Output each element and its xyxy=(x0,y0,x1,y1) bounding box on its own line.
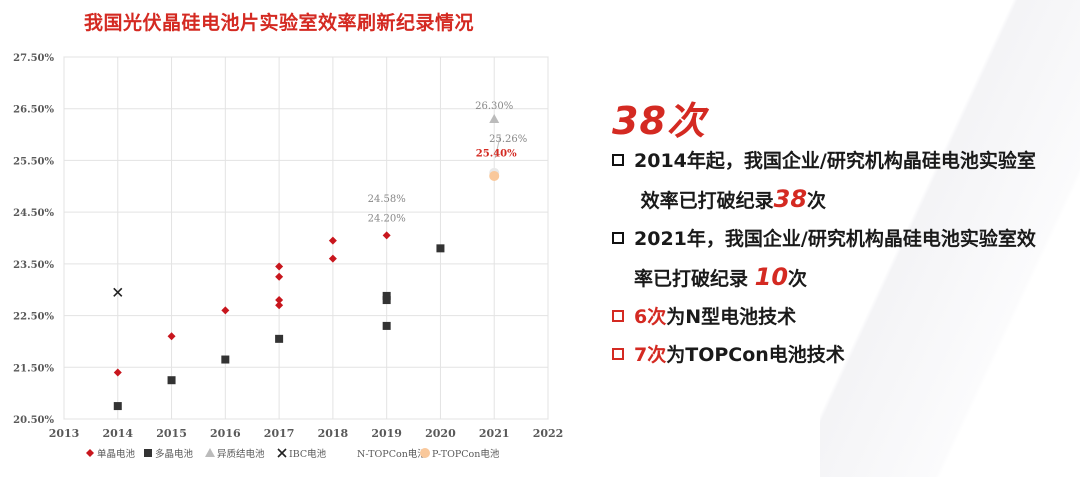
y-tick-label: 25.50% xyxy=(13,156,54,167)
data-label: 25.26% xyxy=(489,134,527,145)
data-label: 26.30% xyxy=(475,101,513,112)
bullet-2021-line2-post: 次 xyxy=(788,268,808,290)
y-tick-label: 27.50% xyxy=(13,53,54,64)
data-point-square xyxy=(167,376,176,385)
data-label: 25.40% xyxy=(476,148,517,159)
y-tick-label: 22.50% xyxy=(13,312,54,323)
summary-bullet-2021: 2021年，我国企业/研究机构晶硅电池实验室效 率已打破纪录 10次 xyxy=(612,220,1072,298)
legend-marker-square xyxy=(144,449,152,457)
checkbox-square-icon xyxy=(612,154,624,166)
data-point-diamond xyxy=(275,296,284,305)
x-tick-label: 2013 xyxy=(49,427,80,440)
data-point-cross xyxy=(113,287,123,297)
legend-label: 单晶电池 xyxy=(97,448,136,460)
y-tick-label: 23.50% xyxy=(13,260,54,271)
data-point-square xyxy=(275,334,284,343)
y-tick-label: 20.50% xyxy=(13,415,54,426)
x-tick-label: 2018 xyxy=(318,427,349,440)
data-point-square xyxy=(113,402,122,411)
legend-label: N-TOPCon电池 xyxy=(357,448,427,460)
data-label: 24.20% xyxy=(368,213,406,224)
data-point-diamond xyxy=(328,236,337,245)
legend-label: P-TOPCon电池 xyxy=(432,448,500,460)
bullet-topcon-text: 为TOPCon电池技术 xyxy=(666,344,845,366)
data-point-square xyxy=(436,244,445,253)
summary-bullet-2014: 2014年起，我国企业/研究机构晶硅电池实验室 效率已打破纪录38次 xyxy=(612,142,1072,220)
data-point-square xyxy=(382,291,391,300)
bullet-2021-highlight-number: 10 xyxy=(754,263,789,291)
legend-label: 多晶电池 xyxy=(155,448,194,460)
x-tick-label: 2015 xyxy=(156,427,187,440)
record-count-headline: 38次 xyxy=(612,99,706,143)
checkbox-square-icon xyxy=(612,348,624,360)
data-point-diamond xyxy=(275,262,284,271)
data-point-diamond xyxy=(221,306,230,315)
x-tick-label: 2022 xyxy=(533,427,564,440)
data-point-square xyxy=(221,355,230,364)
x-tick-label: 2014 xyxy=(102,427,133,440)
bullet-2014-highlight-number: 38 xyxy=(773,185,808,213)
legend-marker-circle xyxy=(420,448,430,458)
data-point-diamond xyxy=(167,332,176,341)
x-tick-label: 2021 xyxy=(479,427,510,440)
data-point-diamond xyxy=(275,301,284,310)
data-point-diamond xyxy=(275,272,284,281)
legend-marker-cross xyxy=(277,448,287,458)
efficiency-scatter-chart: 20.50% 21.50% 22.50% 23.50% 24.50% 25.50% 26.5… xyxy=(13,53,564,460)
y-tick-label: 26.50% xyxy=(13,105,54,116)
legend-marker-triangle xyxy=(205,448,215,457)
data-point-square xyxy=(382,321,391,330)
legend-label: IBC电池 xyxy=(289,448,327,460)
annotation-leader-line xyxy=(494,135,501,158)
summary-bullet-n-type: 6次为N型电池技术 xyxy=(612,298,1072,336)
data-point-triangle xyxy=(489,114,500,124)
bullet-2014-line2-pre: 效率已打破纪录 xyxy=(640,190,774,212)
data-label: 24.58% xyxy=(368,194,406,205)
x-tick-label: 2017 xyxy=(264,427,295,440)
bullet-2021-line2-pre: 率已打破纪录 xyxy=(634,268,755,290)
checkbox-square-icon xyxy=(612,310,624,322)
bullet-2014-line1: 2014年起，我国企业/研究机构晶硅电池实验室 xyxy=(634,150,1036,172)
legend-label: 异质结电池 xyxy=(217,448,265,460)
x-tick-label: 2020 xyxy=(425,427,456,440)
data-point-diamond xyxy=(382,231,391,240)
y-tick-label: 24.50% xyxy=(13,208,54,219)
bullet-topcon-count: 7次 xyxy=(634,344,667,366)
data-point-diamond xyxy=(328,254,337,263)
data-point-circle xyxy=(489,170,500,181)
bullet-n-type-count: 6次 xyxy=(634,306,667,328)
x-tick-label: 2019 xyxy=(371,427,402,440)
x-tick-label: 2016 xyxy=(210,427,241,440)
legend-marker-diamond xyxy=(86,449,94,457)
bullet-n-type-text: 为N型电池技术 xyxy=(666,306,797,328)
data-point-square xyxy=(382,296,391,305)
summary-bullet-list: 2014年起，我国企业/研究机构晶硅电池实验室 效率已打破纪录38次 2021年… xyxy=(612,142,1072,374)
page-title: 我国光伏晶硅电池片实验室效率刷新纪录情况 xyxy=(84,12,475,34)
bullet-2021-line1: 2021年，我国企业/研究机构晶硅电池实验室效 xyxy=(634,228,1036,250)
data-point-diamond xyxy=(113,368,122,377)
summary-bullet-topcon: 7次为TOPCon电池技术 xyxy=(612,336,1072,374)
checkbox-square-icon xyxy=(612,232,624,244)
y-tick-label: 21.50% xyxy=(13,363,54,374)
bullet-2014-line2-post: 次 xyxy=(807,190,827,212)
